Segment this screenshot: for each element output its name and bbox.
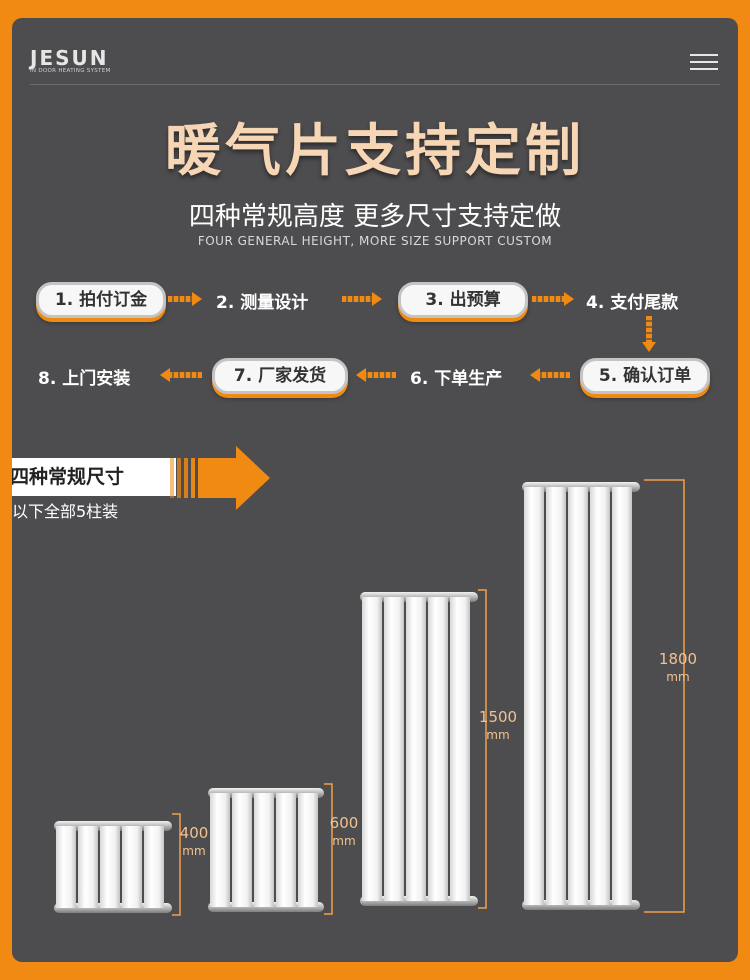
step-7-pill: 7. 厂家发货 xyxy=(212,358,348,394)
page-subtitle: 四种常规高度 更多尺寸支持定做 xyxy=(188,202,562,232)
big-arrow-icon xyxy=(170,446,270,510)
step-4-label: 4. 支付尾款 xyxy=(586,293,679,313)
flow-arrow-down-icon xyxy=(642,316,656,352)
dimension-400: 400 mm xyxy=(179,824,209,858)
brand-logo[interactable]: JESUN IN DOOR HEATING SYSTEM xyxy=(30,46,111,74)
step-5-pill: 5. 确认订单 xyxy=(580,358,710,394)
sizes-banner-text: 四种常规尺寸 xyxy=(12,466,125,488)
brand-tagline: IN DOOR HEATING SYSTEM xyxy=(30,68,111,74)
radiator-1500 xyxy=(360,592,478,906)
menu-icon[interactable] xyxy=(690,54,718,72)
radiator-400 xyxy=(54,821,172,913)
flow-arrow-right-icon xyxy=(532,292,574,306)
flow-arrow-right-icon xyxy=(342,292,382,306)
step-2-label: 2. 测量设计 xyxy=(216,293,309,313)
promo-card: JESUN IN DOOR HEATING SYSTEM 暖气片支持定制 四种常… xyxy=(12,18,738,962)
radiators-illustration xyxy=(54,479,685,916)
flow-arrow-right-icon xyxy=(168,292,202,306)
header-divider xyxy=(30,84,720,85)
radiator-1800 xyxy=(522,482,640,910)
radiator-600 xyxy=(208,788,324,912)
step-8-label: 8. 上门安装 xyxy=(38,369,131,389)
step-6-label: 6. 下单生产 xyxy=(410,369,503,389)
flow-arrow-left-icon xyxy=(530,368,570,382)
sizes-note: 以下全部5柱装 xyxy=(12,502,119,521)
dimension-1800: 1800 mm xyxy=(658,650,698,684)
step-1-pill: 1. 拍付订金 xyxy=(36,282,166,318)
sizes-banner: 四种常规尺寸 xyxy=(12,458,176,496)
brand-name: JESUN xyxy=(30,46,109,70)
dimension-1500: 1500 mm xyxy=(478,708,518,742)
flow-arrow-left-icon xyxy=(160,368,202,382)
flow-arrow-left-icon xyxy=(356,368,396,382)
page-title: 暖气片支持定制 xyxy=(165,119,585,184)
dimension-600: 600 mm xyxy=(329,814,359,848)
step-3-pill: 3. 出预算 xyxy=(398,282,528,318)
page-subtitle-en: FOUR GENERAL HEIGHT, MORE SIZE SUPPORT C… xyxy=(197,234,553,248)
